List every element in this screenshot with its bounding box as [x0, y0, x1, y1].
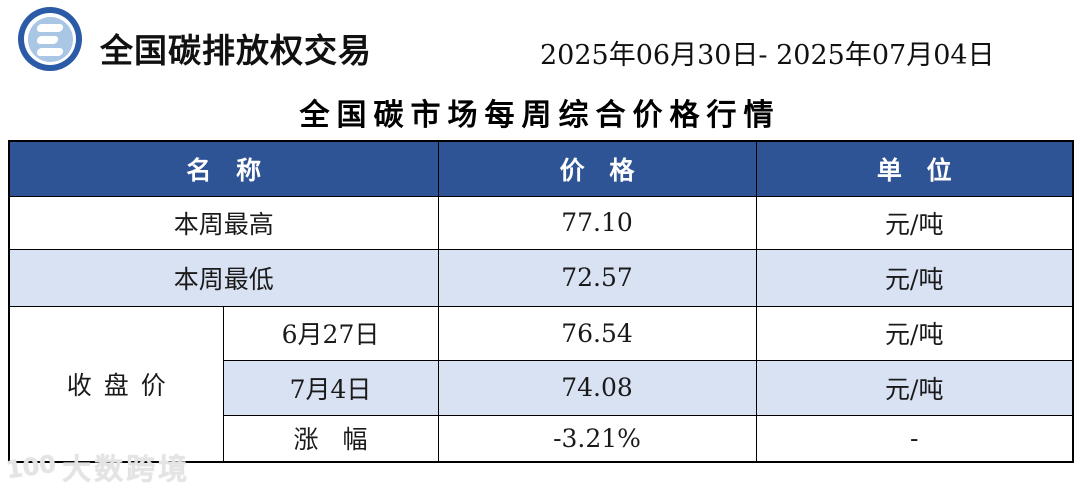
- close-jun27-name: 6月27日: [222, 305, 439, 361]
- week-high-name: 本周最高: [8, 195, 439, 250]
- close-jun27-unit: 元/吨: [755, 305, 1074, 361]
- week-low-price: 72.57: [437, 248, 757, 307]
- page-title: 全国碳市场每周综合价格行情: [299, 98, 781, 133]
- table-row-change: 涨 幅 -3.21% -: [9, 414, 1074, 463]
- close-jun27-price: 76.54: [437, 305, 757, 361]
- week-high-unit: 元/吨: [755, 195, 1074, 250]
- logo-white-ring: [24, 13, 76, 65]
- carbon-exchange-logo-icon: [18, 7, 82, 71]
- column-header-name: 名 称: [8, 140, 439, 197]
- table-row-close-jul4: 7月4日 74.08 元/吨: [9, 359, 1074, 416]
- change-unit: -: [755, 414, 1074, 463]
- close-jul4-price: 74.08: [437, 359, 757, 416]
- close-jul4-unit: 元/吨: [755, 359, 1074, 416]
- change-price: -3.21%: [437, 414, 757, 463]
- date-range: 2025年06月30日- 2025年07月04日: [540, 40, 995, 71]
- table-header-row: 名 称 价 格 单 位: [8, 140, 1074, 197]
- closing-price-label: 收 盘 价: [8, 305, 224, 463]
- column-header-unit: 单 位: [755, 140, 1074, 197]
- logo-e-mark-icon: [27, 16, 73, 62]
- change-name: 涨 幅: [222, 414, 439, 463]
- week-low-unit: 元/吨: [755, 248, 1074, 307]
- brand-name: 全国碳排放权交易: [100, 31, 372, 70]
- table-row-week-low: 本周最低 72.57 元/吨: [8, 248, 1074, 307]
- week-high-price: 77.10: [437, 195, 757, 250]
- table-row-week-high: 本周最高 77.10 元/吨: [8, 195, 1074, 250]
- close-jul4-name: 7月4日: [222, 359, 439, 416]
- table-row-close-jun27: 收 盘 价 6月27日 76.54 元/吨: [8, 305, 1074, 463]
- column-header-price: 价 格: [437, 140, 757, 197]
- price-table: 名 称 价 格 单 位 本周最高 77.10 元/吨 本周最低 72.57 元/…: [8, 140, 1074, 463]
- week-low-name: 本周最低: [8, 248, 439, 307]
